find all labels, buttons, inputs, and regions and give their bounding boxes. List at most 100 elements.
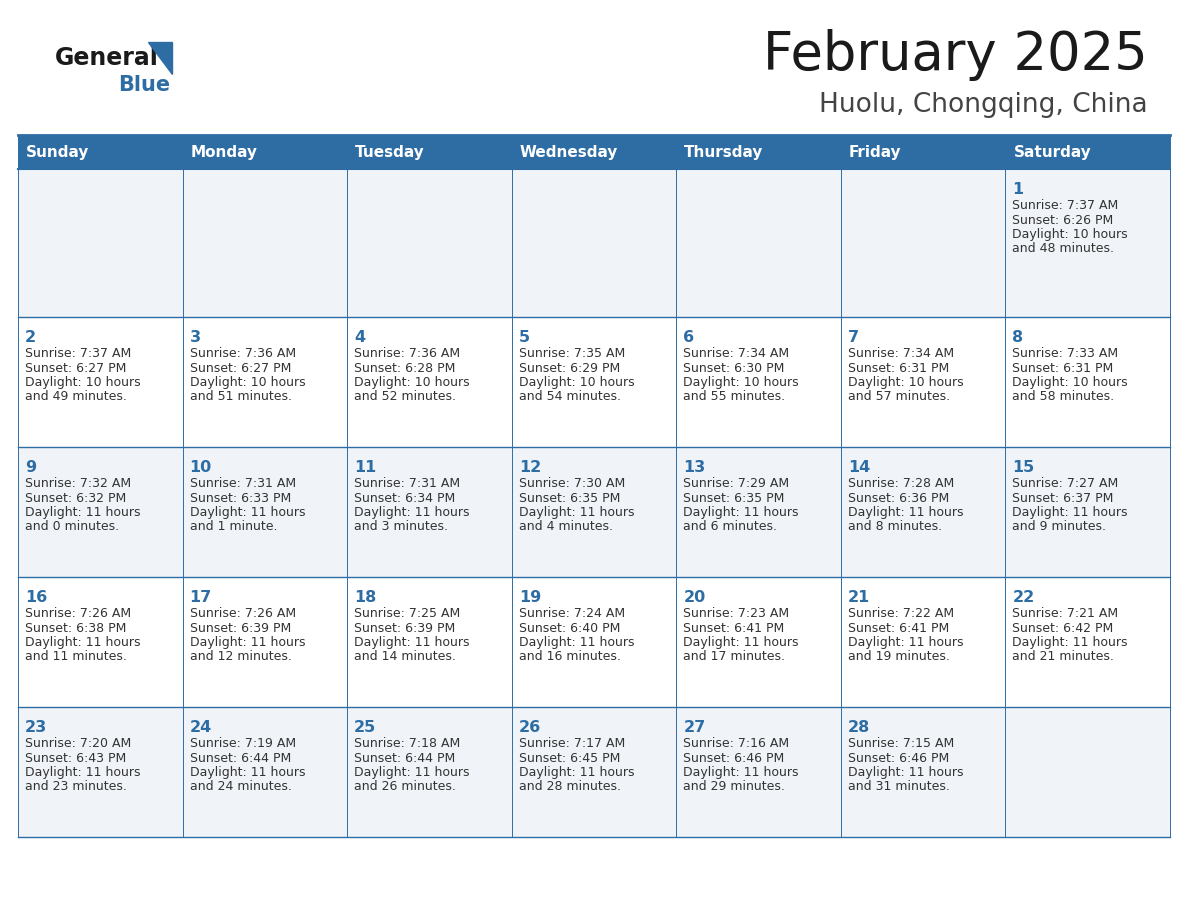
Text: Sunrise: 7:23 AM: Sunrise: 7:23 AM (683, 607, 789, 620)
Text: Sunset: 6:31 PM: Sunset: 6:31 PM (1012, 362, 1113, 375)
Text: 9: 9 (25, 460, 36, 475)
Text: and 49 minutes.: and 49 minutes. (25, 390, 127, 404)
Text: Monday: Monday (190, 144, 258, 160)
Text: Daylight: 11 hours: Daylight: 11 hours (848, 766, 963, 779)
Text: Sunrise: 7:36 AM: Sunrise: 7:36 AM (190, 347, 296, 360)
Text: 18: 18 (354, 590, 377, 605)
Text: Sunset: 6:34 PM: Sunset: 6:34 PM (354, 491, 455, 505)
Text: Daylight: 11 hours: Daylight: 11 hours (25, 766, 140, 779)
Text: Sunday: Sunday (26, 144, 89, 160)
Text: and 58 minutes.: and 58 minutes. (1012, 390, 1114, 404)
Text: Sunrise: 7:32 AM: Sunrise: 7:32 AM (25, 477, 131, 490)
Text: 22: 22 (1012, 590, 1035, 605)
Text: Daylight: 11 hours: Daylight: 11 hours (683, 506, 798, 519)
Text: and 52 minutes.: and 52 minutes. (354, 390, 456, 404)
Text: Sunset: 6:42 PM: Sunset: 6:42 PM (1012, 621, 1113, 634)
Text: Sunset: 6:39 PM: Sunset: 6:39 PM (354, 621, 455, 634)
Text: and 29 minutes.: and 29 minutes. (683, 780, 785, 793)
Text: Thursday: Thursday (684, 144, 764, 160)
Text: 21: 21 (848, 590, 870, 605)
Text: February 2025: February 2025 (763, 29, 1148, 81)
Text: Daylight: 11 hours: Daylight: 11 hours (848, 636, 963, 649)
Text: Sunset: 6:46 PM: Sunset: 6:46 PM (848, 752, 949, 765)
Text: Sunrise: 7:36 AM: Sunrise: 7:36 AM (354, 347, 460, 360)
Text: Daylight: 11 hours: Daylight: 11 hours (190, 766, 305, 779)
Text: Sunset: 6:41 PM: Sunset: 6:41 PM (683, 621, 784, 634)
Text: Daylight: 10 hours: Daylight: 10 hours (519, 376, 634, 389)
Text: Sunrise: 7:27 AM: Sunrise: 7:27 AM (1012, 477, 1119, 490)
Text: Sunrise: 7:16 AM: Sunrise: 7:16 AM (683, 737, 789, 750)
Text: Saturday: Saturday (1013, 144, 1092, 160)
Text: Sunrise: 7:15 AM: Sunrise: 7:15 AM (848, 737, 954, 750)
Bar (18, 707, 1170, 837)
Text: Daylight: 11 hours: Daylight: 11 hours (1012, 636, 1127, 649)
Bar (18, 317, 1170, 447)
Text: Sunset: 6:40 PM: Sunset: 6:40 PM (519, 621, 620, 634)
Text: and 4 minutes.: and 4 minutes. (519, 521, 613, 533)
Text: 11: 11 (354, 460, 377, 475)
Text: Daylight: 10 hours: Daylight: 10 hours (190, 376, 305, 389)
Text: Sunset: 6:44 PM: Sunset: 6:44 PM (354, 752, 455, 765)
Text: Sunrise: 7:31 AM: Sunrise: 7:31 AM (354, 477, 460, 490)
Text: Daylight: 10 hours: Daylight: 10 hours (848, 376, 963, 389)
Text: and 1 minute.: and 1 minute. (190, 521, 277, 533)
Text: 14: 14 (848, 460, 870, 475)
Text: 24: 24 (190, 720, 211, 735)
Text: Sunset: 6:26 PM: Sunset: 6:26 PM (1012, 214, 1113, 227)
Text: Tuesday: Tuesday (355, 144, 425, 160)
Text: 17: 17 (190, 590, 211, 605)
Text: Sunset: 6:35 PM: Sunset: 6:35 PM (683, 491, 784, 505)
Text: Sunrise: 7:33 AM: Sunrise: 7:33 AM (1012, 347, 1119, 360)
Bar (18, 447, 1170, 577)
Text: Sunset: 6:33 PM: Sunset: 6:33 PM (190, 491, 291, 505)
Text: and 31 minutes.: and 31 minutes. (848, 780, 949, 793)
Text: Sunset: 6:30 PM: Sunset: 6:30 PM (683, 362, 784, 375)
Text: 20: 20 (683, 590, 706, 605)
Text: Sunrise: 7:31 AM: Sunrise: 7:31 AM (190, 477, 296, 490)
Text: General: General (55, 46, 159, 70)
Text: Daylight: 11 hours: Daylight: 11 hours (1012, 506, 1127, 519)
Text: Daylight: 11 hours: Daylight: 11 hours (848, 506, 963, 519)
Text: Sunset: 6:31 PM: Sunset: 6:31 PM (848, 362, 949, 375)
Text: and 9 minutes.: and 9 minutes. (1012, 521, 1106, 533)
Text: Sunrise: 7:37 AM: Sunrise: 7:37 AM (1012, 199, 1119, 212)
Text: Daylight: 11 hours: Daylight: 11 hours (25, 506, 140, 519)
Text: Daylight: 11 hours: Daylight: 11 hours (354, 636, 469, 649)
Text: 2: 2 (25, 330, 36, 345)
Text: and 6 minutes.: and 6 minutes. (683, 521, 777, 533)
Text: and 55 minutes.: and 55 minutes. (683, 390, 785, 404)
Text: 26: 26 (519, 720, 541, 735)
Text: Daylight: 10 hours: Daylight: 10 hours (1012, 228, 1129, 241)
Text: Sunrise: 7:18 AM: Sunrise: 7:18 AM (354, 737, 461, 750)
Text: and 3 minutes.: and 3 minutes. (354, 521, 448, 533)
Text: 19: 19 (519, 590, 541, 605)
Text: Sunset: 6:27 PM: Sunset: 6:27 PM (25, 362, 126, 375)
Text: Daylight: 10 hours: Daylight: 10 hours (683, 376, 798, 389)
Bar (18, 169, 1170, 317)
Text: and 57 minutes.: and 57 minutes. (848, 390, 950, 404)
Text: and 0 minutes.: and 0 minutes. (25, 521, 119, 533)
Text: and 16 minutes.: and 16 minutes. (519, 651, 620, 664)
Text: Sunset: 6:45 PM: Sunset: 6:45 PM (519, 752, 620, 765)
Text: Sunrise: 7:30 AM: Sunrise: 7:30 AM (519, 477, 625, 490)
Text: Sunset: 6:37 PM: Sunset: 6:37 PM (1012, 491, 1114, 505)
Text: Sunrise: 7:26 AM: Sunrise: 7:26 AM (190, 607, 296, 620)
Text: and 14 minutes.: and 14 minutes. (354, 651, 456, 664)
Text: Sunset: 6:35 PM: Sunset: 6:35 PM (519, 491, 620, 505)
Text: 1: 1 (1012, 182, 1024, 197)
Text: Sunrise: 7:26 AM: Sunrise: 7:26 AM (25, 607, 131, 620)
Text: Sunrise: 7:20 AM: Sunrise: 7:20 AM (25, 737, 131, 750)
Text: Sunset: 6:27 PM: Sunset: 6:27 PM (190, 362, 291, 375)
Bar (18, 135, 1170, 169)
Text: Sunset: 6:32 PM: Sunset: 6:32 PM (25, 491, 126, 505)
Text: Daylight: 11 hours: Daylight: 11 hours (519, 636, 634, 649)
Text: 15: 15 (1012, 460, 1035, 475)
Text: and 23 minutes.: and 23 minutes. (25, 780, 127, 793)
Text: 12: 12 (519, 460, 541, 475)
Text: 25: 25 (354, 720, 377, 735)
Text: Daylight: 11 hours: Daylight: 11 hours (683, 766, 798, 779)
Text: 4: 4 (354, 330, 365, 345)
Text: Sunrise: 7:37 AM: Sunrise: 7:37 AM (25, 347, 131, 360)
Text: Sunset: 6:29 PM: Sunset: 6:29 PM (519, 362, 620, 375)
Text: Daylight: 11 hours: Daylight: 11 hours (519, 766, 634, 779)
